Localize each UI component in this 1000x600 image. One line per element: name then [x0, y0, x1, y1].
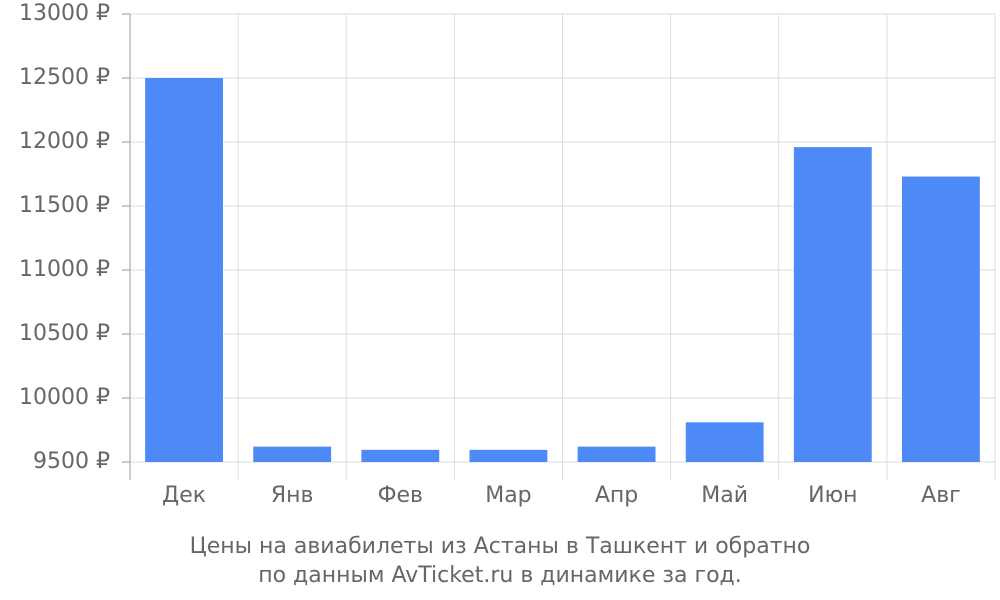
x-tick-label: Дек	[162, 483, 206, 508]
bar	[145, 78, 223, 462]
y-tick-label: 10000 ₽	[19, 385, 110, 410]
bar	[361, 449, 440, 462]
x-tick-label: Янв	[271, 483, 314, 508]
bar	[577, 446, 656, 462]
y-tick-label: 13000 ₽	[19, 1, 110, 26]
x-tick-label: Апр	[595, 483, 638, 508]
y-tick-label: 12000 ₽	[19, 129, 110, 154]
x-tick-label: Июн	[808, 483, 857, 508]
x-tick-label: Мар	[485, 483, 531, 508]
y-tick-label: 10500 ₽	[19, 321, 110, 346]
y-tick-label: 12500 ₽	[19, 65, 110, 90]
y-tick-label: 11000 ₽	[19, 257, 110, 282]
caption-line: по данным AvTicket.ru в динамике за год.	[258, 563, 742, 588]
bar	[793, 147, 872, 462]
y-tick-label: 11500 ₽	[19, 193, 110, 218]
bar	[469, 449, 548, 462]
y-tick-label: 9500 ₽	[33, 449, 110, 474]
bar	[685, 422, 764, 462]
x-tick-label: Авг	[921, 483, 961, 508]
bar	[253, 446, 332, 462]
caption-line: Цены на авиабилеты из Астаны в Ташкент и…	[190, 534, 811, 559]
bar	[902, 176, 980, 462]
x-tick-label: Фев	[378, 483, 423, 508]
x-tick-label: Май	[701, 483, 748, 508]
